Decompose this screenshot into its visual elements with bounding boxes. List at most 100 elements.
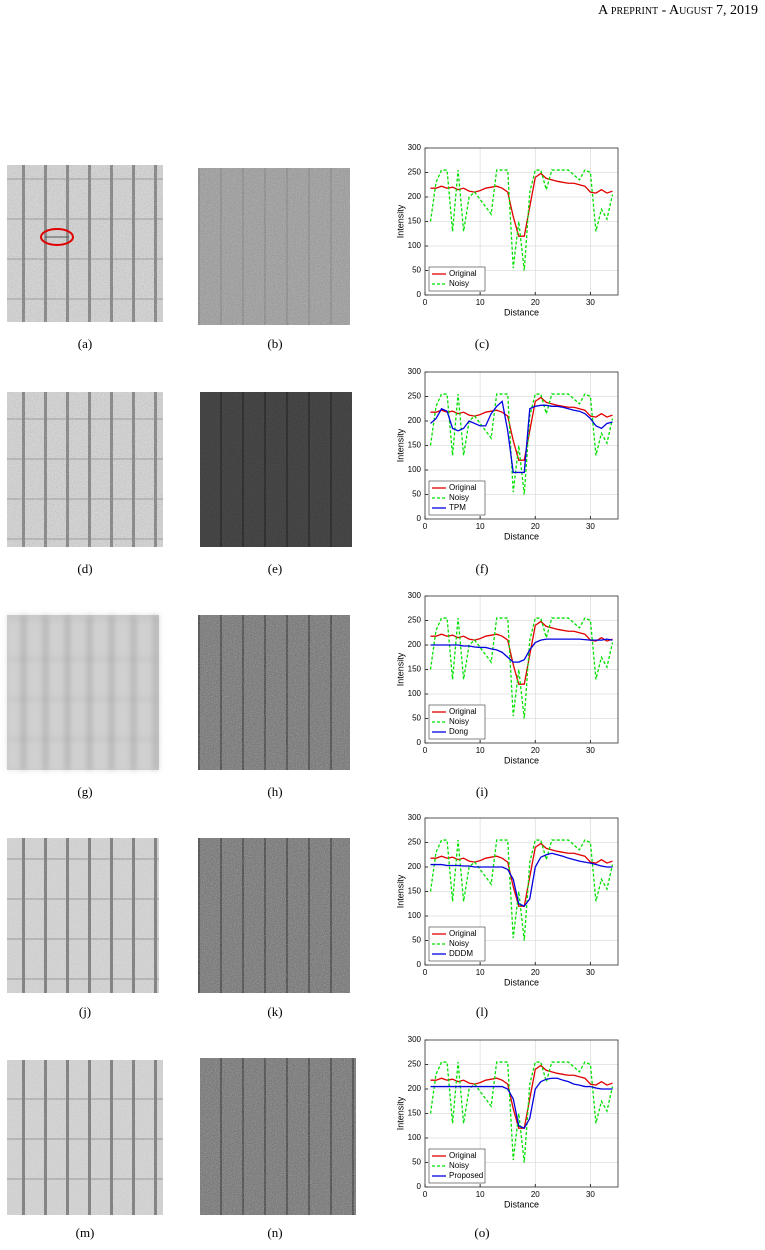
image-noise xyxy=(198,168,350,325)
caption: (d) xyxy=(77,561,92,576)
y-tick-label: 200 xyxy=(408,1084,422,1093)
x-tick-label: 0 xyxy=(423,746,428,755)
series-line xyxy=(430,1077,613,1130)
legend-label: Noisy xyxy=(449,493,469,502)
y-tick-label: 50 xyxy=(412,266,421,275)
legend-label: Noisy xyxy=(449,717,469,726)
captions: (a) (b) (c) (d) (e) (f) (g) (h) (i) (j) (k) (l) (m) (… xyxy=(76,336,490,1240)
running-title: A preprint - August 7, 2019 xyxy=(598,3,758,18)
x-axis-label: Distance xyxy=(504,755,539,765)
y-tick-label: 300 xyxy=(408,813,422,822)
legend-label: Original xyxy=(449,269,477,278)
x-tick-label: 20 xyxy=(531,1190,540,1199)
y-tick-label: 250 xyxy=(408,838,422,847)
caption: (a) xyxy=(78,336,92,351)
caption: (j) xyxy=(79,1004,91,1019)
y-tick-label: 150 xyxy=(408,217,422,226)
y-tick-label: 200 xyxy=(408,862,422,871)
x-tick-label: 20 xyxy=(531,298,540,307)
caption: (c) xyxy=(475,336,489,351)
x-tick-label: 30 xyxy=(586,522,595,531)
x-axis-label: Distance xyxy=(504,977,539,987)
y-tick-label: 0 xyxy=(417,514,422,523)
caption: (g) xyxy=(77,784,92,799)
y-tick-label: 50 xyxy=(412,936,421,945)
y-tick-label: 200 xyxy=(408,416,422,425)
y-tick-label: 100 xyxy=(408,465,422,474)
y-tick-label: 150 xyxy=(408,441,422,450)
legend-label: Original xyxy=(449,707,477,716)
legend-label: Original xyxy=(449,483,477,492)
highlight-ellipse xyxy=(40,228,74,246)
series-line xyxy=(430,172,613,237)
y-tick-label: 250 xyxy=(408,392,422,401)
legend-label: TPM xyxy=(449,503,466,512)
image-noise xyxy=(198,838,350,993)
x-axis-label: Distance xyxy=(504,531,539,541)
image-texture xyxy=(7,615,159,770)
x-axis-label: Distance xyxy=(504,1199,539,1209)
caption: (h) xyxy=(267,784,282,799)
y-tick-label: 250 xyxy=(408,616,422,625)
x-tick-label: 0 xyxy=(423,968,428,977)
axes-box xyxy=(424,1039,619,1188)
y-tick-label: 200 xyxy=(408,640,422,649)
x-tick-label: 0 xyxy=(423,522,428,531)
caption: (b) xyxy=(267,336,282,351)
series-line xyxy=(429,393,614,495)
y-tick-label: 200 xyxy=(408,192,422,201)
axes-box xyxy=(424,371,619,520)
y-tick-label: 300 xyxy=(408,143,422,152)
x-tick-label: 10 xyxy=(476,298,485,307)
image-texture xyxy=(7,838,159,993)
y-tick-label: 250 xyxy=(408,168,422,177)
y-axis-label: Intensity xyxy=(395,204,405,238)
legend-label: Noisy xyxy=(449,279,469,288)
image-noise xyxy=(198,615,350,770)
series-line xyxy=(430,620,613,685)
caption: (e) xyxy=(268,561,282,576)
y-tick-label: 50 xyxy=(412,490,421,499)
y-axis-label: Intensity xyxy=(395,1096,405,1130)
y-axis-label: Intensity xyxy=(395,428,405,462)
x-tick-label: 20 xyxy=(531,968,540,977)
series-line xyxy=(430,842,613,907)
series-line xyxy=(430,396,613,461)
legend-label: Original xyxy=(449,1151,477,1160)
series-line xyxy=(429,169,614,271)
series-line xyxy=(430,400,613,474)
caption: (i) xyxy=(476,784,488,799)
axes-box xyxy=(424,817,619,966)
y-axis-label: Intensity xyxy=(395,874,405,908)
x-tick-label: 0 xyxy=(423,1190,428,1199)
legend-label: Original xyxy=(449,929,477,938)
caption: (f) xyxy=(476,561,489,576)
image-texture xyxy=(7,165,163,322)
axes-box xyxy=(424,147,619,296)
y-tick-label: 250 xyxy=(408,1060,422,1069)
y-tick-label: 0 xyxy=(417,960,422,969)
y-tick-label: 300 xyxy=(408,1035,422,1044)
caption: (o) xyxy=(474,1225,489,1240)
y-tick-label: 100 xyxy=(408,911,422,920)
x-tick-label: 30 xyxy=(586,1190,595,1199)
series-line xyxy=(430,852,613,908)
series-line xyxy=(430,638,613,663)
y-tick-label: 50 xyxy=(412,1158,421,1167)
legend-label: Proposed xyxy=(449,1171,483,1180)
legend-label: Noisy xyxy=(449,1161,469,1170)
y-tick-label: 300 xyxy=(408,367,422,376)
x-tick-label: 10 xyxy=(476,1190,485,1199)
y-tick-label: 150 xyxy=(408,665,422,674)
caption: (m) xyxy=(76,1225,95,1240)
y-tick-label: 100 xyxy=(408,1133,422,1142)
legend-label: Noisy xyxy=(449,939,469,948)
legend-box xyxy=(428,266,486,292)
series-line xyxy=(429,617,614,719)
series-line xyxy=(430,1064,613,1129)
x-axis-label: Distance xyxy=(504,307,539,317)
y-tick-label: 0 xyxy=(417,1182,422,1191)
x-tick-label: 10 xyxy=(476,746,485,755)
